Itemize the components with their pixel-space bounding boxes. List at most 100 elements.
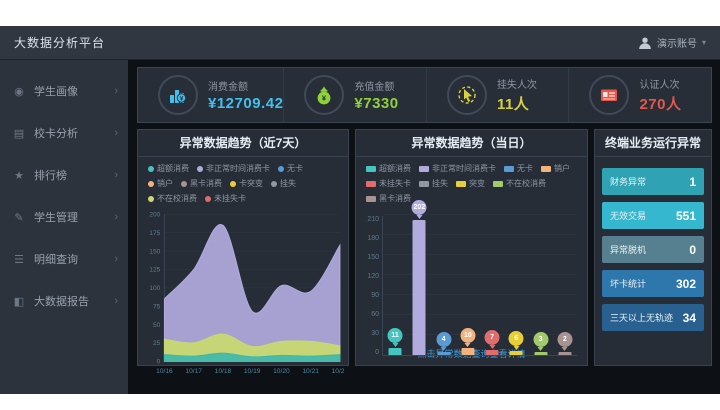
svg-text:50: 50 xyxy=(153,322,161,329)
legend-item-6[interactable]: 挂失 xyxy=(271,178,296,189)
gridline xyxy=(383,314,577,315)
kpi-icon-ring xyxy=(446,75,487,115)
legend-label: 未挂失卡 xyxy=(379,179,411,188)
svg-text:10/21: 10/21 xyxy=(302,368,319,375)
charts-row: 异常数据趋势（近7天） 超额消费 非正常时间消费卡 无卡 销户 黑卡消费 卡突变 挂失 不在校… xyxy=(137,129,712,375)
user-menu[interactable]: 演示账号 ▾ xyxy=(638,35,706,50)
legend-item-1[interactable]: 非正常时间消费卡 xyxy=(197,163,270,174)
idcard-icon xyxy=(601,89,618,101)
bar-group-未挂失卡: 7 xyxy=(480,216,504,355)
sidebar-item-5[interactable]: ◧ 大数据报告 › xyxy=(0,280,128,322)
gridline xyxy=(383,254,577,255)
terminal-stat-0[interactable]: 财务异常 1 xyxy=(602,168,704,195)
bar xyxy=(558,352,572,355)
gridline xyxy=(383,234,577,235)
hand-click-icon xyxy=(458,86,476,104)
legend-marker xyxy=(148,180,154,187)
terminal-stat-label: 无效交易 xyxy=(610,211,647,221)
pin-marker: 6 xyxy=(508,331,524,350)
chevron-right-icon: › xyxy=(114,85,118,97)
legend-marker xyxy=(419,165,429,172)
legend-item-3[interactable]: 销户 xyxy=(541,163,570,174)
legend-item-0[interactable]: 超额消费 xyxy=(148,163,189,174)
legend-marker xyxy=(456,180,466,187)
kpi-card-0: ¥ 消费金额 ¥12709.42 xyxy=(138,68,283,122)
legend-item-2[interactable]: 无卡 xyxy=(278,163,303,174)
legend-label: 挂失 xyxy=(280,179,296,188)
legend-item-0[interactable]: 超额消费 xyxy=(366,163,411,174)
legend-item-4[interactable]: 黑卡消费 xyxy=(181,178,222,189)
pin-marker: 2 xyxy=(557,332,573,351)
trend-today-chart: 210 180 150 120 90 60 30 0 11 202 4 10 7 6 3 2 xyxy=(356,200,587,356)
trend-7days-legend: 超额消费 非正常时间消费卡 无卡销户 黑卡消费 卡突变 挂失不在校消费 未挂失卡 xyxy=(138,157,348,206)
legend-marker xyxy=(493,180,503,187)
user-name: 演示账号 xyxy=(656,39,697,50)
legend-marker xyxy=(181,180,187,187)
legend-marker xyxy=(148,165,154,172)
pin-value: 2 xyxy=(562,336,567,343)
bar-group-不在校消费: 3 xyxy=(529,216,553,355)
sidebar-item-2[interactable]: ★ 排行榜 › xyxy=(0,154,128,196)
svg-text:75: 75 xyxy=(153,303,161,310)
sidebar-item-1[interactable]: ▤ 校卡分析 › xyxy=(0,112,128,154)
dashboard-app: 大数据分析平台 演示账号 ▾ ◉ 学生画像 › ▤ 校卡分析 › ★ 排行榜 › ✎ 学生管理 › ☰ 明… xyxy=(0,26,720,394)
kpi-label: 消费金额 xyxy=(208,82,248,93)
coins-icon: ¥ xyxy=(170,90,187,103)
legend-item-7[interactable]: 不在校消费 xyxy=(493,178,546,189)
chevron-down-icon: ▾ xyxy=(701,38,706,47)
legend-item-8[interactable]: 未挂失卡 xyxy=(205,193,246,204)
terminal-stat-value: 34 xyxy=(682,310,696,325)
sidebar-item-3[interactable]: ✎ 学生管理 › xyxy=(0,196,128,238)
legend-item-5[interactable]: 挂失 xyxy=(419,178,448,189)
kpi-texts: 消费金额 ¥12709.42 xyxy=(208,78,283,112)
kpi-texts: 挂失人次 11人 xyxy=(497,76,537,114)
today-y-axis: 210 180 150 120 90 60 30 0 xyxy=(362,216,382,356)
legend-item-7[interactable]: 不在校消费 xyxy=(148,193,197,204)
legend-item-2[interactable]: 无卡 xyxy=(504,163,533,174)
student-manage-icon: ✎ xyxy=(14,211,24,224)
panel-terminal-status: 终端业务运行异常 财务异常 1 无效交易 551 异常脱机 0 坏卡统计 302 三天以上无轨迹… xyxy=(594,129,712,366)
terminal-stat-1[interactable]: 无效交易 551 xyxy=(602,202,704,229)
legend-item-5[interactable]: 卡突变 xyxy=(230,178,263,189)
legend-item-8[interactable]: 黑卡消费 xyxy=(366,193,411,204)
legend-label: 不在校消费 xyxy=(506,179,546,188)
kpi-icon-ring xyxy=(589,75,630,115)
legend-label: 不在校消费 xyxy=(157,194,197,203)
chevron-right-icon: › xyxy=(114,169,118,181)
bar-group-超额消费: 11 xyxy=(383,216,407,355)
y-tick-label: 90 xyxy=(371,292,379,299)
bar-group-无卡: 4 xyxy=(432,216,456,355)
terminal-stat-2[interactable]: 异常脱机 0 xyxy=(602,236,704,263)
trend-today-legend: 超额消费 非正常时间消费卡 无卡 销户未挂失卡 挂失 突变 不在校消费黑卡消费 xyxy=(356,157,587,206)
terminal-stat-label: 坏卡统计 xyxy=(610,279,647,289)
sidebar-item-label: 学生画像 xyxy=(34,86,78,98)
sidebar-item-0[interactable]: ◉ 学生画像 › xyxy=(0,70,128,112)
terminal-stat-4[interactable]: 三天以上无轨迹 34 xyxy=(602,304,704,331)
legend-label: 无卡 xyxy=(517,164,533,173)
legend-marker xyxy=(504,165,514,172)
panel-trend-today: 异常数据趋势（当日） 超额消费 非正常时间消费卡 无卡 销户 未挂失卡 挂失 突变 不在校消费… xyxy=(355,129,588,366)
legend-label: 非正常时间消费卡 xyxy=(432,164,496,173)
kpi-texts: 充值金额 ¥7330 xyxy=(354,78,398,112)
svg-text:10/22: 10/22 xyxy=(332,368,344,375)
legend-item-4[interactable]: 未挂失卡 xyxy=(366,178,411,189)
legend-item-1[interactable]: 非正常时间消费卡 xyxy=(419,163,496,174)
pin-tail xyxy=(392,342,399,347)
bar xyxy=(461,348,475,355)
svg-text:10/18: 10/18 xyxy=(215,368,232,375)
pin-marker: 11 xyxy=(387,327,403,347)
today-plot: 11 202 4 10 7 6 3 2 xyxy=(382,200,577,356)
legend-item-6[interactable]: 突变 xyxy=(456,178,485,189)
legend-item-3[interactable]: 销户 xyxy=(148,178,173,189)
legend-marker xyxy=(205,195,211,202)
legend-label: 非正常时间消费卡 xyxy=(206,164,270,173)
pin-value: 4 xyxy=(441,336,446,343)
person-icon xyxy=(639,37,651,49)
legend-marker xyxy=(197,165,203,172)
legend-label: 卡突变 xyxy=(239,179,263,188)
legend-label: 销户 xyxy=(554,164,570,173)
panel-trend-7days-title: 异常数据趋势（近7天） xyxy=(138,130,348,157)
sidebar-item-4[interactable]: ☰ 明细查询 › xyxy=(0,238,128,280)
terminal-stat-3[interactable]: 坏卡统计 302 xyxy=(602,270,704,297)
